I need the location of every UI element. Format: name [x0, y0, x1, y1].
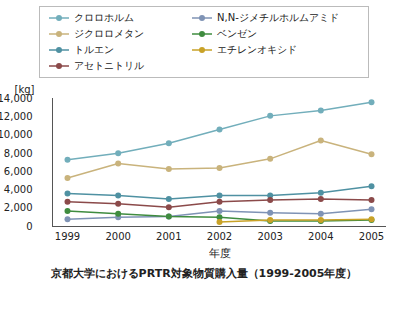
- html-text:ベンゼン: ベンゼン: [217, 28, 258, 39]
- svg-text:2005: 2005: [359, 231, 384, 242]
- svg-text:8,000: 8,000: [4, 148, 33, 159]
- svg-text:10,000: 10,000: [0, 129, 33, 140]
- svg-text:[kg]: [kg]: [15, 84, 35, 95]
- svg-text:12,000: 12,000: [0, 111, 33, 122]
- html-text:クロロホルム: クロロホルム: [74, 12, 134, 23]
- svg-text:2003: 2003: [257, 231, 282, 242]
- html-text:エチレンオキシド: エチレンオキシド: [217, 44, 298, 55]
- html-text:トルエン: トルエン: [74, 44, 114, 55]
- svg-text:2001: 2001: [156, 231, 181, 242]
- svg-text:1999: 1999: [55, 231, 80, 242]
- svg-text:2004: 2004: [308, 231, 333, 242]
- html-text:N,N-ジメチルホルムアミド: N,N-ジメチルホルムアミド: [217, 12, 339, 23]
- svg-text:0: 0: [26, 221, 32, 232]
- svg-text:2000: 2000: [105, 231, 130, 242]
- svg-text:2002: 2002: [207, 231, 232, 242]
- svg-text:年度: 年度: [209, 247, 231, 260]
- svg-text:4,000: 4,000: [4, 184, 33, 195]
- html-text:京都大学におけるPRTR対象物質購入量（1999-2005年: 京都大学におけるPRTR対象物質購入量（1999-2005年度）: [50, 267, 358, 280]
- svg-text:2,000: 2,000: [4, 202, 33, 213]
- svg-text:6,000: 6,000: [4, 166, 33, 177]
- html-text:ジクロロメタン: ジクロロメタン: [74, 28, 144, 39]
- html-text:アセトニトリル: アセトニトリル: [74, 60, 144, 71]
